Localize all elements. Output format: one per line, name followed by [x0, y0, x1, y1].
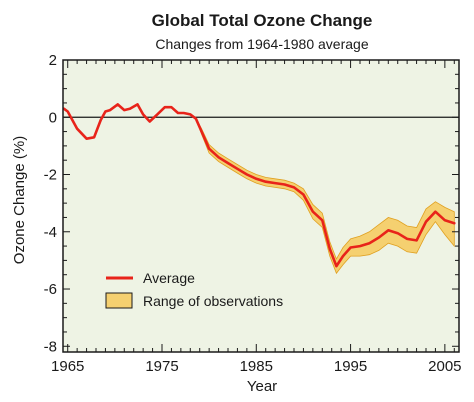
average-line-layer — [62, 103, 456, 268]
legend-label-range: Range of observations — [143, 293, 283, 309]
y-tick-label: 2 — [49, 52, 57, 69]
y-tick-label: -4 — [44, 224, 57, 241]
chart-title: Global Total Ozone Change — [152, 11, 373, 30]
y-axis-label: Ozone Change (%) — [11, 136, 28, 264]
y-tick-label: -8 — [44, 338, 57, 355]
y-tick-label: 0 — [49, 109, 57, 126]
x-tick-label: 1965 — [51, 358, 84, 375]
x-axis-label: Year — [247, 378, 277, 395]
tick-layer: 1965 1975 1985 1995 2005 2 0 -2 -4 -6 -8 — [44, 52, 462, 375]
y-tick-label: -6 — [44, 281, 57, 298]
plot-frame — [62, 59, 460, 353]
chart-subtitle: Changes from 1964-1980 average — [155, 36, 368, 52]
average-line — [62, 103, 456, 268]
x-tick-label: 1975 — [145, 358, 178, 375]
x-tick-label: 1985 — [240, 358, 273, 375]
legend-swatch-range — [105, 292, 133, 309]
x-tick-label: 1995 — [334, 358, 367, 375]
legend: Average Range of observations — [105, 270, 283, 309]
x-tick-label: 2005 — [428, 358, 461, 375]
legend-label-average: Average — [143, 270, 195, 286]
y-tick-label: -2 — [44, 167, 57, 184]
